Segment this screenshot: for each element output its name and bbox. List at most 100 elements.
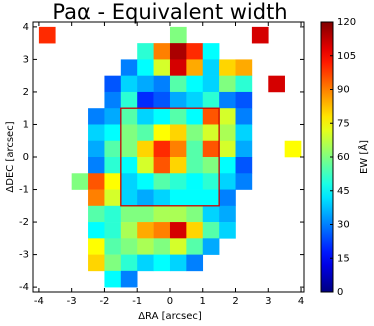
cell <box>137 59 154 76</box>
cell <box>120 254 138 272</box>
cell <box>202 91 220 109</box>
cell <box>202 75 220 93</box>
cell <box>120 157 138 174</box>
cell <box>153 124 171 142</box>
cell <box>169 157 187 174</box>
cell <box>137 173 154 190</box>
cell <box>120 173 138 190</box>
chart-title: Paα - Equivalent width <box>52 0 287 24</box>
cell <box>137 140 154 158</box>
cell <box>88 108 105 125</box>
cell <box>153 254 171 272</box>
colorbar-tick-label: 90 <box>337 85 350 96</box>
x-tick-label: -2 <box>99 296 109 307</box>
cell <box>153 108 171 125</box>
cell <box>104 140 122 158</box>
x-tick-label: -1 <box>132 296 142 307</box>
cell <box>137 205 154 223</box>
cell <box>137 91 154 109</box>
x-tick-label: -3 <box>67 296 77 307</box>
y-tick-label: -3 <box>19 250 29 261</box>
cell <box>186 124 204 142</box>
cell <box>186 43 204 60</box>
cell <box>104 173 122 190</box>
cell <box>251 26 269 44</box>
cell <box>202 43 220 60</box>
x-tick-label: -4 <box>34 296 44 307</box>
cell <box>88 157 105 174</box>
cell <box>137 222 154 239</box>
x-tick-label: 0 <box>167 296 173 307</box>
cell <box>235 157 253 174</box>
cell <box>137 75 154 93</box>
cell <box>153 91 171 109</box>
y-tick-label: -1 <box>19 185 29 196</box>
cell <box>137 189 154 207</box>
cell <box>186 91 204 109</box>
cell <box>104 124 122 142</box>
cell <box>219 189 236 207</box>
cell <box>153 238 171 255</box>
cell <box>153 43 171 60</box>
cell <box>120 108 138 125</box>
x-tick-label: 4 <box>298 296 304 307</box>
cell <box>202 124 220 142</box>
y-tick-label: 4 <box>23 22 29 33</box>
cell <box>137 108 154 125</box>
colorbar-tick-label: 120 <box>337 17 356 28</box>
cell <box>104 157 122 174</box>
cell <box>202 205 220 223</box>
cell <box>120 91 138 109</box>
x-tick-label: 1 <box>200 296 206 307</box>
cell <box>169 238 187 255</box>
cell <box>219 157 236 174</box>
y-tick-label: 2 <box>23 87 29 98</box>
cell <box>88 124 105 142</box>
cell <box>120 59 138 76</box>
cell <box>104 205 122 223</box>
cell <box>235 140 253 158</box>
cell <box>169 222 187 239</box>
y-tick-label: 1 <box>23 119 29 130</box>
cell <box>88 205 105 223</box>
colorbar-tick-label: 0 <box>337 287 343 298</box>
cell <box>153 75 171 93</box>
cell <box>186 238 204 255</box>
cell <box>88 189 105 207</box>
cell <box>169 189 187 207</box>
cell <box>186 157 204 174</box>
cell <box>169 173 187 190</box>
cell <box>137 238 154 255</box>
colorbar-tick-label: 105 <box>337 51 356 62</box>
region-box <box>120 107 220 207</box>
cell <box>153 140 171 158</box>
cell <box>104 189 122 207</box>
cell <box>186 75 204 93</box>
cell <box>186 173 204 190</box>
x-tick-label: 3 <box>265 296 271 307</box>
cell <box>120 222 138 239</box>
colorbar-tick-label: 45 <box>337 186 350 197</box>
cell <box>186 205 204 223</box>
cell <box>120 270 138 288</box>
cell <box>235 108 253 125</box>
cell <box>104 91 122 109</box>
cell <box>120 140 138 158</box>
cell <box>104 108 122 125</box>
cell <box>169 75 187 93</box>
cell <box>169 91 187 109</box>
cell <box>153 59 171 76</box>
cell <box>235 59 253 76</box>
cell <box>186 108 204 125</box>
cell <box>120 75 138 93</box>
cell <box>137 43 154 60</box>
cell <box>88 173 105 190</box>
cell <box>88 222 105 239</box>
cell <box>219 108 236 125</box>
cell <box>202 108 220 125</box>
cell <box>153 173 171 190</box>
cell <box>284 140 302 158</box>
cell <box>71 173 89 190</box>
cell <box>268 75 285 93</box>
